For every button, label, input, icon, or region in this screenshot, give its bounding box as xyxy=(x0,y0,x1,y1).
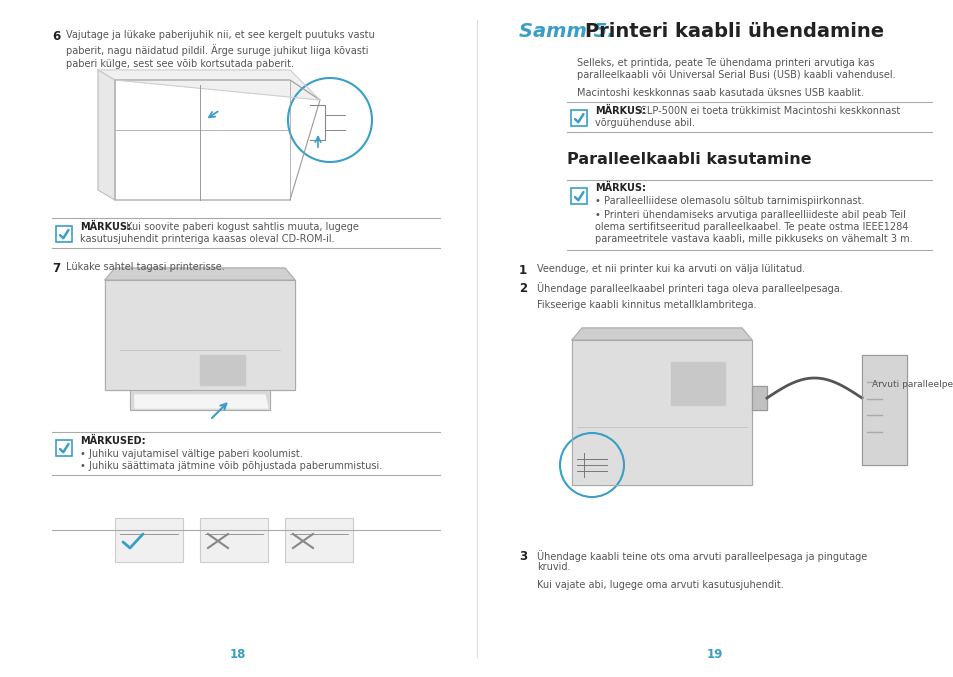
Text: 6: 6 xyxy=(52,30,60,43)
Polygon shape xyxy=(200,355,245,385)
Text: Macintoshi keskkonnas saab kasutada üksnes USB kaablit.: Macintoshi keskkonnas saab kasutada üksn… xyxy=(577,88,863,98)
Text: Kui soovite paberi kogust sahtlis muuta, lugege: Kui soovite paberi kogust sahtlis muuta,… xyxy=(123,222,359,232)
Text: Arvuti paralleelpesasse: Arvuti paralleelpesasse xyxy=(871,380,953,389)
Text: Ühendage kaabli teine ots oma arvuti paralleelpesaga ja pingutage: Ühendage kaabli teine ots oma arvuti par… xyxy=(537,550,866,562)
Text: • Printeri ühendamiseks arvutiga paralleelliideste abil peab Teil: • Printeri ühendamiseks arvutiga paralle… xyxy=(595,210,905,220)
Polygon shape xyxy=(98,70,115,200)
Text: Ühendage paralleelkaabel printeri taga oleva paralleelpesaga.: Ühendage paralleelkaabel printeri taga o… xyxy=(537,282,841,294)
Text: olema sertifitseeritud paralleelkaabel. Te peate ostma IEEE1284: olema sertifitseeritud paralleelkaabel. … xyxy=(595,222,907,232)
Polygon shape xyxy=(572,340,751,485)
Text: 19: 19 xyxy=(706,648,722,661)
Polygon shape xyxy=(862,355,906,464)
Text: kasutusjuhendit printeriga kaasas oleval CD-ROM-il.: kasutusjuhendit printeriga kaasas oleval… xyxy=(80,234,335,244)
Text: • Juhiku säättimata jätmine võib põhjustada paberummistusi.: • Juhiku säättimata jätmine võib põhjust… xyxy=(80,461,382,471)
Bar xyxy=(285,518,353,562)
Polygon shape xyxy=(135,395,268,408)
Bar xyxy=(200,518,268,562)
Text: Veenduge, et nii printer kui ka arvuti on välja lülitatud.: Veenduge, et nii printer kui ka arvuti o… xyxy=(537,264,804,274)
Text: 18: 18 xyxy=(230,648,246,661)
Text: kruvid.: kruvid. xyxy=(537,562,570,572)
Text: MÄRKUS:: MÄRKUS: xyxy=(595,183,645,193)
Text: 3: 3 xyxy=(518,550,527,563)
Bar xyxy=(571,110,586,126)
Bar xyxy=(56,226,71,242)
Text: • Paralleelliidese olemasolu sõltub tarnimispiirkonnast.: • Paralleelliidese olemasolu sõltub tarn… xyxy=(595,196,863,206)
Polygon shape xyxy=(105,268,294,280)
Text: võrguühenduse abil.: võrguühenduse abil. xyxy=(595,118,695,128)
Polygon shape xyxy=(105,280,294,390)
Text: parameetritele vastava kaabli, mille pikkuseks on vähemalt 3 m.: parameetritele vastava kaabli, mille pik… xyxy=(595,234,912,244)
Text: CLP-500N ei toeta trükkimist Macintoshi keskkonnast: CLP-500N ei toeta trükkimist Macintoshi … xyxy=(637,106,900,116)
Text: • Juhiku vajutamisel vältige paberi koolumist.: • Juhiku vajutamisel vältige paberi kool… xyxy=(80,449,302,459)
Text: Kui vajate abi, lugege oma arvuti kasutusjuhendit.: Kui vajate abi, lugege oma arvuti kasutu… xyxy=(537,580,783,590)
Text: Printeri kaabli ühendamine: Printeri kaabli ühendamine xyxy=(584,22,883,41)
Text: MÄRKUS:: MÄRKUS: xyxy=(595,106,645,116)
Text: 7: 7 xyxy=(52,262,60,275)
Text: Vajutage ja lükake paberijuhik nii, et see kergelt puutuks vastu
paberit, nagu n: Vajutage ja lükake paberijuhik nii, et s… xyxy=(66,30,375,69)
Text: MÄRKUS:: MÄRKUS: xyxy=(80,222,131,232)
Text: Lükake sahtel tagasi printerisse.: Lükake sahtel tagasi printerisse. xyxy=(66,262,225,272)
Polygon shape xyxy=(670,362,724,406)
Polygon shape xyxy=(98,70,319,100)
Bar xyxy=(115,518,183,562)
Text: 2: 2 xyxy=(518,282,527,295)
Text: 1: 1 xyxy=(518,264,527,277)
Text: Selleks, et printida, peate Te ühendama printeri arvutiga kas: Selleks, et printida, peate Te ühendama … xyxy=(577,58,874,68)
Bar xyxy=(56,440,71,456)
Text: Paralleelkaabli kasutamine: Paralleelkaabli kasutamine xyxy=(566,152,811,167)
Polygon shape xyxy=(130,390,270,410)
Text: Fikseerige kaabli kinnitus metallklambritega.: Fikseerige kaabli kinnitus metallklambri… xyxy=(537,300,756,310)
Polygon shape xyxy=(751,386,766,410)
Text: MÄRKUSED:: MÄRKUSED: xyxy=(80,436,146,446)
Bar xyxy=(571,188,586,204)
Text: paralleelkaabli või Universal Serial Busi (USB) kaabli vahendusel.: paralleelkaabli või Universal Serial Bus… xyxy=(577,70,895,80)
Text: Samm 5.: Samm 5. xyxy=(518,22,620,41)
Polygon shape xyxy=(572,328,751,340)
